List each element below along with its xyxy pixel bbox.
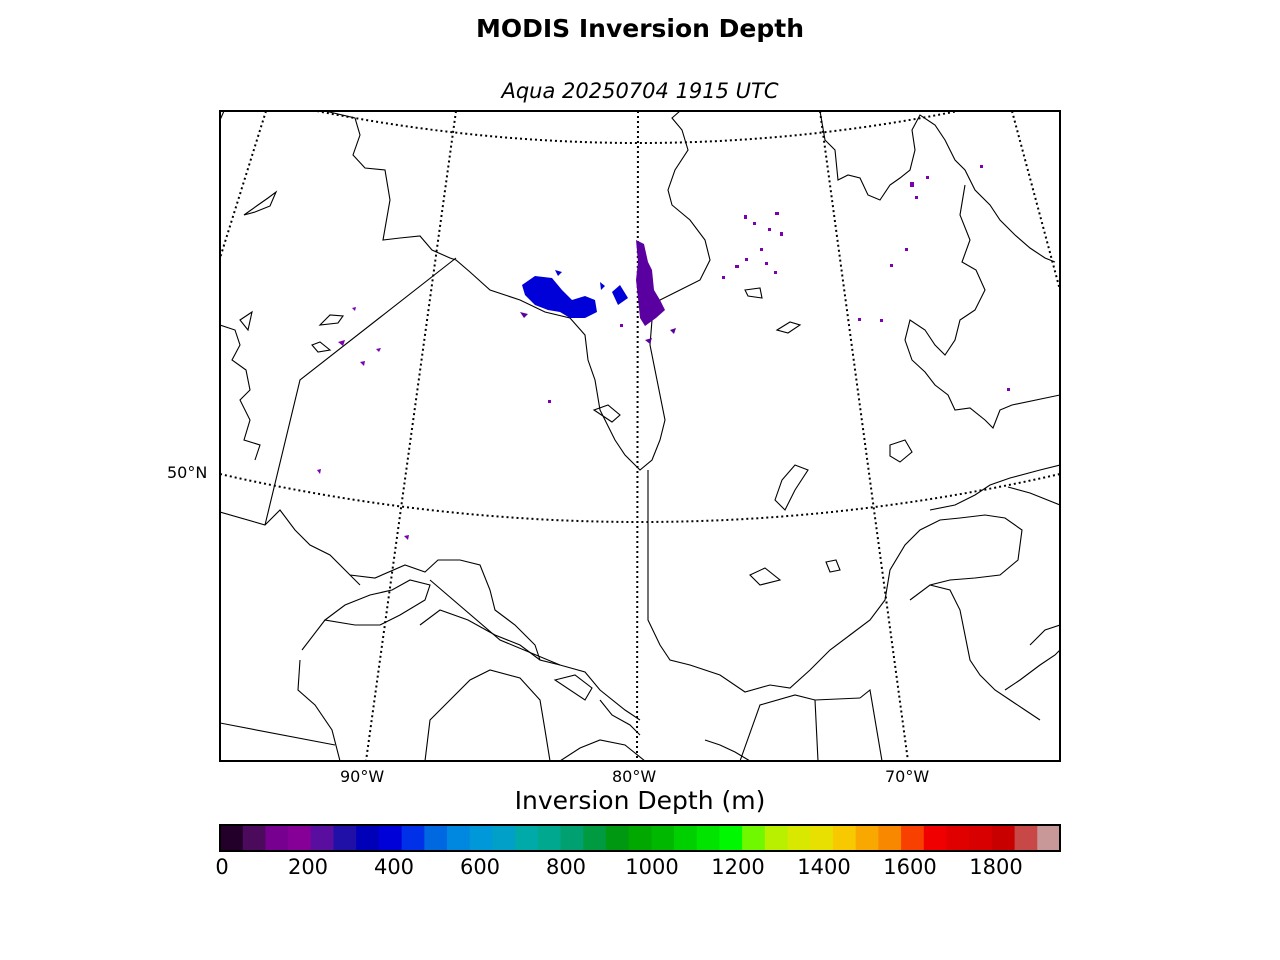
colorbar-swatch — [719, 825, 743, 851]
colorbar-swatch — [969, 825, 993, 851]
chart-title: MODIS Inversion Depth — [475, 14, 805, 43]
colorbar-tick-label: 1400 — [797, 855, 851, 879]
colorbar-swatch — [310, 825, 335, 851]
meridian-90w — [220, 111, 267, 259]
graticule — [220, 111, 1060, 761]
colorbar-swatch — [674, 825, 698, 851]
colorbar-tick-label: 1600 — [883, 855, 937, 879]
colorbar-swatch — [492, 825, 516, 851]
lat-label-50n: 50°N — [167, 463, 208, 482]
lon-label-80w: 80°W — [612, 767, 657, 786]
meridian-80w — [636, 111, 639, 761]
colorbar-tick-label: 1200 — [711, 855, 765, 879]
colorbar-swatch — [605, 825, 630, 851]
hudson-bay-coast-purple-cluster — [636, 240, 665, 326]
colorbar-swatch — [787, 825, 811, 851]
colorbar-swatch — [469, 825, 494, 851]
colorbar-swatch — [1037, 825, 1061, 851]
colorbar-swatch — [288, 825, 312, 851]
colorbar-frame — [219, 824, 1061, 852]
james-bay-west-blue-cluster — [522, 276, 597, 318]
colorbar-swatch — [242, 825, 267, 851]
colorbar-swatch — [696, 825, 721, 851]
colorbar-swatch — [333, 825, 357, 851]
colorbar-swatch — [742, 825, 766, 851]
meridian-70w — [819, 111, 909, 761]
colorbar — [219, 824, 1061, 852]
lon-label-90w: 90°W — [340, 767, 385, 786]
colorbar-tick-label: 400 — [373, 855, 415, 879]
colorbar-swatch — [220, 825, 244, 851]
data-overlay — [317, 165, 1010, 540]
colorbar-swatch — [378, 825, 403, 851]
parallel-50n — [220, 473, 1060, 523]
colorbar-swatch — [878, 825, 902, 851]
colorbar-swatch — [265, 825, 289, 851]
colorbar-swatch — [401, 825, 425, 851]
ungava-scattered-purple-pixels — [548, 165, 1010, 403]
colorbar-swatch — [515, 825, 539, 851]
colorbar-swatch — [447, 825, 471, 851]
colorbar-swatch — [537, 825, 562, 851]
colorbar-swatch — [356, 825, 380, 851]
colorbar-tick-label: 0 — [215, 855, 229, 879]
coastlines — [220, 111, 1060, 761]
colorbar-swatch — [1014, 825, 1038, 851]
colorbar-title: Inversion Depth (m) — [514, 786, 766, 815]
colorbar-tick-label: 1000 — [625, 855, 679, 879]
colorbar-swatch — [560, 825, 584, 851]
colorbar-tick-label: 600 — [459, 855, 501, 879]
colorbar-swatch — [810, 825, 834, 851]
colorbar-tick-label: 800 — [545, 855, 587, 879]
lon-label-70w: 70°W — [885, 767, 930, 786]
chart-subtitle: Aqua 20250704 1915 UTC — [501, 79, 779, 103]
colorbar-swatch — [424, 825, 448, 851]
colorbar-swatch — [764, 825, 789, 851]
colorbar-swatch — [855, 825, 879, 851]
colorbar-tick-label: 1800 — [969, 855, 1023, 879]
colorbar-tick-label: 200 — [287, 855, 329, 879]
colorbar-swatch — [628, 825, 652, 851]
meridian-90w-b — [365, 111, 457, 761]
colorbar-swatch — [583, 825, 607, 851]
colorbar-swatch — [832, 825, 857, 851]
map-frame — [219, 110, 1061, 762]
colorbar-swatch — [946, 825, 970, 851]
meridian-60w — [1011, 111, 1060, 291]
colorbar-swatch — [923, 825, 948, 851]
colorbar-swatch — [651, 825, 675, 851]
colorbar-swatch — [991, 825, 1016, 851]
colorbar-swatch — [901, 825, 925, 851]
